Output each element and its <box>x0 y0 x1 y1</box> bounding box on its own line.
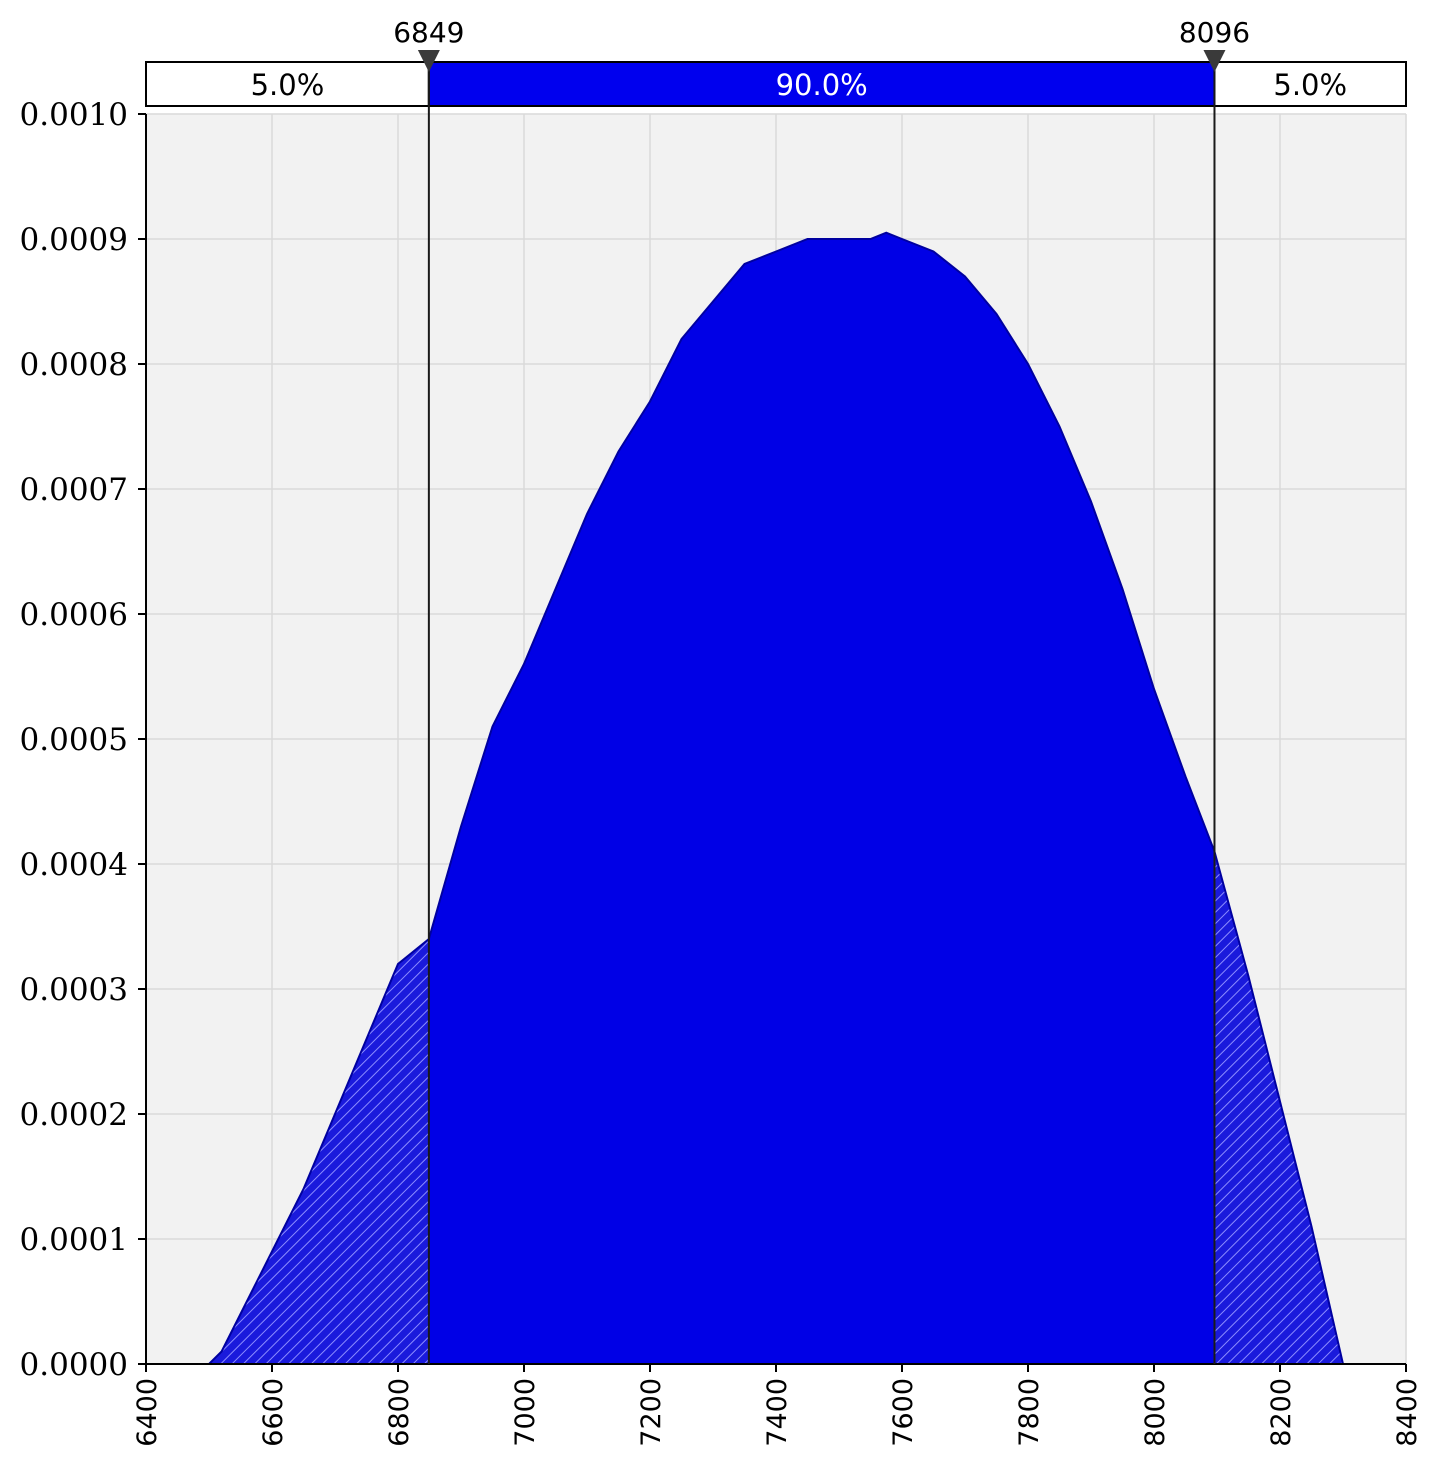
x-tick-label: 8200 <box>1266 1378 1297 1447</box>
x-tick-label: 6800 <box>384 1378 415 1447</box>
band-label: 5.0% <box>1273 68 1347 102</box>
y-tick-label: 0.0010 <box>20 97 128 133</box>
band-label: 5.0% <box>251 68 325 102</box>
marker-triangle <box>417 50 440 72</box>
x-tick-label: 8000 <box>1140 1378 1171 1447</box>
y-tick-label: 0.0003 <box>20 972 128 1008</box>
x-tick-label: 7600 <box>888 1378 919 1447</box>
band-label: 90.0% <box>776 68 868 102</box>
y-tick-label: 0.0001 <box>20 1222 128 1258</box>
x-tick-label: 7800 <box>1014 1378 1045 1447</box>
y-tick-label: 0.0008 <box>20 347 128 383</box>
y-tick-label: 0.0002 <box>20 1097 128 1133</box>
y-tick-label: 0.0006 <box>20 597 128 633</box>
y-tick-label: 0.0007 <box>20 472 128 508</box>
density-curve <box>146 231 1406 1365</box>
y-tick-label: 0.0005 <box>20 722 128 758</box>
x-tick-label: 7200 <box>636 1378 667 1447</box>
marker-label: 6849 <box>393 16 464 49</box>
x-tick-label: 6600 <box>258 1378 289 1447</box>
y-tick-label: 0.0000 <box>20 1347 128 1383</box>
x-tick-label: 7000 <box>510 1378 541 1447</box>
x-tick-label: 8400 <box>1392 1378 1423 1447</box>
band-segment <box>145 61 430 107</box>
marker-triangle <box>1203 50 1226 72</box>
marker-label: 8096 <box>1179 16 1250 49</box>
x-tick-label: 6400 <box>132 1378 163 1447</box>
y-tick-label: 0.0009 <box>20 222 128 258</box>
right-tail-area <box>1214 851 1406 1364</box>
left-tail-area <box>146 939 429 1364</box>
central-area <box>428 232 1215 1364</box>
x-tick-label: 7400 <box>762 1378 793 1447</box>
y-tick-label: 0.0004 <box>20 847 128 883</box>
